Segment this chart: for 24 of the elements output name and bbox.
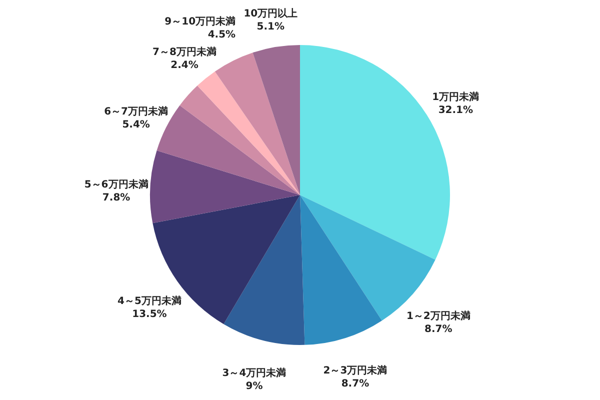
pie-slice	[300, 195, 382, 345]
data-label: 5.4%	[122, 119, 150, 130]
slice-label: 2～3万円未満	[323, 364, 388, 377]
pie-slice	[150, 150, 300, 224]
pie-slice	[197, 71, 300, 195]
slice-label: 1～2万円未満	[406, 310, 470, 322]
data-label: 8.7%	[424, 324, 452, 336]
data-label: 2.4%	[170, 60, 198, 71]
pie-slice	[224, 195, 305, 345]
data-label: 32.1%	[438, 104, 474, 116]
data-label: 13.5%	[132, 308, 167, 320]
slice-label: 9～10万円未満	[164, 15, 236, 28]
slice-label: 3～4万円未満	[222, 367, 286, 380]
slice-label: 4～5万円未満	[118, 294, 182, 307]
data-label: 8.7%	[341, 378, 370, 390]
data-label: 5.1%	[256, 21, 285, 32]
data-label: 4.5%	[208, 29, 236, 40]
slice-label: 10万円以上	[244, 7, 298, 20]
slice-label: 6～7万円未満	[104, 105, 168, 118]
slice-label: 5～6万円未満	[84, 178, 148, 191]
slice-label: 7～8万円未満	[152, 46, 216, 58]
data-label: 7.8%	[102, 192, 130, 204]
data-label: 9%	[246, 381, 263, 392]
slice-label: 1万円未満	[432, 90, 480, 103]
